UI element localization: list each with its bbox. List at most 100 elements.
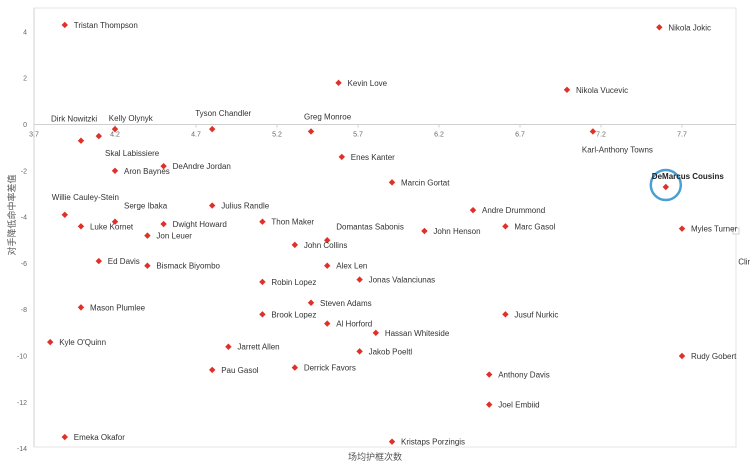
point-serge-ibaka[interactable] [111,218,119,225]
point-jakob-poeltl[interactable] [356,348,363,355]
label-steven-adams: Steven Adams [320,299,372,308]
point-demarcus-cousins[interactable] [662,183,669,191]
point-anthony-davis[interactable] [486,371,493,378]
point-karl-anthony-towns[interactable] [589,128,597,135]
label-anthony-davis: Anthony Davis [498,371,550,380]
point-kristaps-porzingis[interactable] [388,438,396,445]
label-marcin-gortat: Marcin Gortat [401,178,450,187]
point-enes-kanter[interactable] [338,153,345,161]
y-tick-label: -4 [21,215,27,222]
label-kristaps-porzingis: Kristaps Porzingis [401,438,465,447]
point-derrick-favors[interactable] [291,364,299,371]
point-nikola-jokic[interactable] [656,24,663,31]
point-myles-turner[interactable] [678,225,686,232]
label-alex-len: Alex Len [336,262,367,271]
point-jon-leuer[interactable] [144,232,151,239]
label-kelly-olynyk: Kelly Olynyk [109,114,154,123]
label-serge-ibaka: Serge Ibaka [124,202,168,211]
label-andre-drummond: Andre Drummond [482,206,545,215]
label-luke-kornet: Luke Kornet [90,222,134,231]
label-bismack-biyombo: Bismack Biyombo [156,262,220,271]
point-luke-kornet[interactable] [77,223,85,230]
point-nikola-vucevic[interactable] [563,86,571,93]
point-john-henson[interactable] [421,227,428,235]
label-emeka-okafor: Emeka Okafor [74,433,125,442]
label-al-horford: Al Horford [336,320,372,329]
point-thon-maker[interactable] [259,218,266,225]
point-tyson-chandler[interactable] [209,125,216,133]
point-ed-davis[interactable] [95,257,102,265]
point-john-collins[interactable] [291,241,299,249]
y-tick-label: -2 [21,168,27,175]
label-jakob-poeltl: Jakob Poeltl [369,347,413,356]
label-skal-labissiere: Skal Labissiere [105,149,160,158]
point-deandre-jordan[interactable] [160,162,167,170]
point-alex-len[interactable] [324,262,331,269]
label-jonas-valanciunas: Jonas Valanciunas [369,276,436,285]
point-al-horford[interactable] [324,320,331,327]
x-tick-label: 7.2 [596,132,606,139]
point-jarrett-allen[interactable] [225,343,232,350]
x-tick-label: 5.7 [353,132,363,139]
point-jonas-valanciunas[interactable] [356,276,363,283]
label-jarrett-allen: Jarrett Allen [237,343,279,352]
label-kyle-o-quinn: Kyle O'Quinn [59,338,106,347]
point-hassan-whiteside[interactable] [372,329,380,337]
label-dwight-howard: Dwight Howard [173,220,227,229]
point-steven-adams[interactable] [307,299,315,306]
label-thon-maker: Thon Maker [271,218,314,227]
y-tick-label: -6 [21,261,27,268]
point-kyle-o-quinn[interactable] [47,338,54,346]
point-willie-cauley-stein[interactable] [61,211,68,218]
point-rudy-gobert[interactable] [678,352,686,360]
x-tick-label: 4.7 [191,132,201,139]
label-brook-lopez: Brook Lopez [271,310,316,319]
point-marc-gasol[interactable] [502,223,509,230]
point-brook-lopez[interactable] [259,311,266,318]
y-tick-label: 0 [23,122,27,129]
label-deandre-jordan: DeAndre Jordan [173,162,231,171]
label-julius-randle: Julius Randle [221,202,270,211]
point-tristan-thompson[interactable] [61,21,68,29]
label-tyson-chandler: Tyson Chandler [195,109,251,118]
point-pau-gasol[interactable] [209,366,216,374]
point-kelly-olynyk[interactable] [95,132,102,140]
point-domantas-sabonis[interactable] [324,237,331,244]
x-tick-label: 6.7 [515,132,525,139]
x-tick-label: 6.2 [434,132,444,139]
point-jusuf-nurkic[interactable] [502,311,509,318]
y-tick-label: 4 [23,29,27,36]
label-domantas-sabonis: Domantas Sabonis [336,222,404,231]
point-greg-monroe[interactable] [307,128,315,135]
x-tick-label: 3.7 [29,132,39,139]
y-tick-label: -8 [21,307,27,314]
label-nikola-vucevic: Nikola Vucevic [576,86,628,95]
label-dirk-nowitzki: Dirk Nowitzki [51,115,97,124]
point-marcin-gortat[interactable] [388,179,396,186]
resize-handle[interactable] [732,227,740,235]
y-tick-label: -10 [17,354,27,361]
point-skal-labissiere[interactable] [111,125,119,133]
label-john-henson: John Henson [433,227,480,236]
x-tick-label: 4.2 [110,132,120,139]
point-julius-randle[interactable] [209,202,216,209]
point-robin-lopez[interactable] [259,278,266,286]
y-tick-label: -12 [17,400,27,407]
label-clint-capela: Clint Capela [738,258,750,267]
highlight-ring [649,168,683,202]
point-dwight-howard[interactable] [160,220,167,228]
point-bismack-biyombo[interactable] [144,262,151,269]
label-joel-embiid: Joel Embiid [498,401,539,410]
point-mason-plumlee[interactable] [77,304,85,311]
point-emeka-okafor[interactable] [61,433,68,441]
y-axis-label: 对手降低命中率差值 [6,174,17,255]
labels-layer: Tristan Thompson Nikola Jokic Kevin Love Ni… [51,21,750,447]
point-andre-drummond[interactable] [469,206,477,214]
point-aron-baynes[interactable] [111,167,119,174]
point-joel-embiid[interactable] [486,401,493,408]
label-marc-gasol: Marc Gasol [514,222,555,231]
point-kevin-love[interactable] [335,79,342,87]
point-dirk-nowitzki[interactable] [77,137,85,144]
